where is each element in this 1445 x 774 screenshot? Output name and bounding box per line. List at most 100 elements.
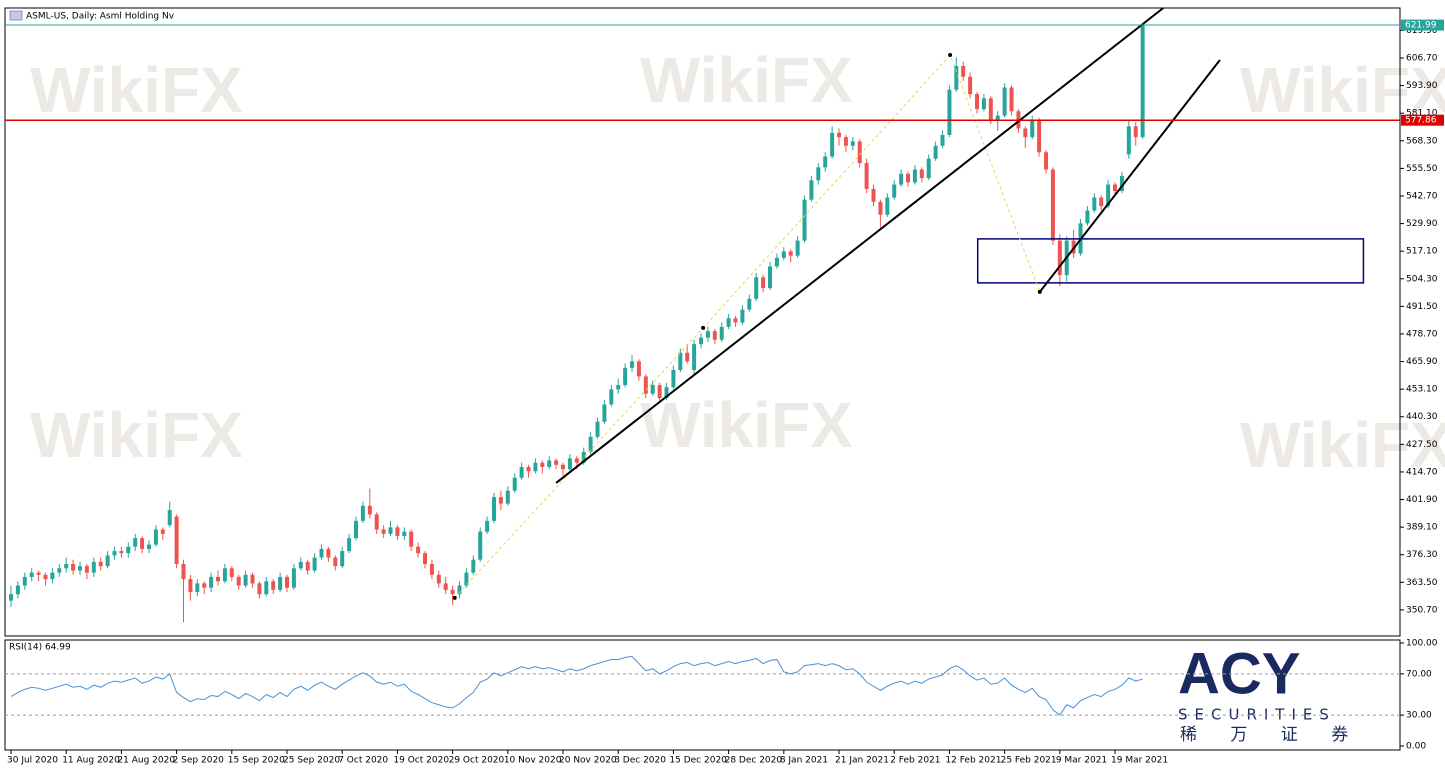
- candle-body: [547, 460, 552, 467]
- candle-body: [374, 514, 379, 530]
- x-tick-label: 7 Oct 2020: [338, 756, 388, 766]
- candle-body: [478, 531, 483, 560]
- candle-body: [947, 89, 952, 135]
- candle-body: [864, 163, 869, 189]
- candle-body: [271, 581, 276, 590]
- candle-body: [278, 576, 283, 590]
- candle-body: [664, 387, 669, 398]
- y-tick-label: 465.90: [1406, 357, 1438, 367]
- candle-body: [857, 141, 862, 164]
- candle-body: [64, 563, 69, 569]
- candle-body: [961, 65, 966, 77]
- main-pane: [4, 7, 1401, 637]
- candle-body: [1050, 169, 1055, 241]
- candle-body: [630, 361, 635, 368]
- candle-body: [29, 572, 34, 577]
- candle-body: [22, 576, 27, 586]
- x-tick-label: 21 Jan 2021: [835, 756, 889, 766]
- rsi-pane: [4, 639, 1401, 751]
- x-tick-label: 2 Sep 2020: [173, 756, 225, 766]
- candle-body: [554, 460, 559, 465]
- candle-body: [512, 477, 517, 491]
- x-tick-label: 25 Sep 2020: [283, 756, 340, 766]
- candle-body: [312, 557, 317, 571]
- candle-body: [740, 309, 745, 323]
- candle-body: [126, 546, 131, 554]
- candle-body: [340, 551, 345, 567]
- candle-body: [1099, 197, 1104, 207]
- candle-body: [692, 344, 697, 370]
- candle-body: [174, 516, 179, 564]
- candle-body: [919, 169, 924, 179]
- candle-body: [354, 520, 359, 539]
- rsi-tick-label: 70.00: [1406, 669, 1432, 679]
- y-tick-label: 389.10: [1406, 523, 1438, 533]
- candle-body: [457, 585, 462, 595]
- x-tick-label: 19 Oct 2020: [393, 756, 449, 766]
- candle-body: [816, 167, 821, 181]
- candle-body: [409, 531, 414, 547]
- candle-body: [298, 561, 303, 569]
- candle-body: [981, 98, 986, 110]
- candle-body: [657, 385, 662, 398]
- candle-body: [264, 581, 269, 595]
- candle-body: [533, 462, 538, 472]
- candle-body: [326, 548, 331, 558]
- candle-body: [850, 141, 855, 146]
- candle-body: [257, 583, 262, 595]
- candle-body: [167, 510, 172, 526]
- candle-body: [119, 551, 124, 554]
- y-tick-label: 440.30: [1406, 412, 1438, 422]
- candle-body: [1133, 126, 1138, 138]
- candle-body: [381, 529, 386, 534]
- y-tick-label: 568.30: [1406, 136, 1438, 146]
- candle-body: [574, 458, 579, 463]
- rsi-tick-label: 0.00: [1406, 741, 1426, 751]
- rsi-tick-label: 30.00: [1406, 711, 1432, 721]
- candle-body: [43, 574, 48, 580]
- zigzag-point: [948, 52, 953, 57]
- trendline: [555, 8, 1164, 484]
- x-tick-label: 29 Oct 2020: [449, 756, 505, 766]
- watermark: WikiFX: [1240, 409, 1445, 481]
- x-tick-label: 28 Dec 2020: [725, 756, 783, 766]
- candle-body: [105, 555, 110, 567]
- rsi-title: RSI(14) 64.99: [9, 643, 71, 653]
- candle-body: [733, 318, 738, 323]
- candle-body: [726, 318, 731, 327]
- candle-body: [436, 574, 441, 584]
- candle-body: [188, 579, 193, 593]
- candle-body: [485, 520, 490, 532]
- y-tick-label: 376.30: [1406, 550, 1438, 560]
- candle-body: [1085, 210, 1090, 224]
- candle-body: [823, 156, 828, 168]
- candle-body: [250, 574, 255, 584]
- candle-body: [906, 173, 911, 183]
- candle-body: [1009, 87, 1014, 112]
- candle-body: [567, 458, 572, 470]
- chart-header: ASML-US, Daily: Asml Holding Nv: [26, 12, 175, 22]
- y-tick-label: 363.50: [1406, 578, 1438, 588]
- candle-body: [588, 436, 593, 452]
- candle-body: [291, 568, 296, 588]
- candle-body: [1057, 240, 1062, 276]
- logo-name: ACY: [1178, 641, 1300, 706]
- x-tick-label: 8 Jan 2021: [780, 756, 828, 766]
- x-tick-label: 3 Dec 2020: [614, 756, 666, 766]
- candle-body: [181, 563, 186, 580]
- x-tick-label: 10 Nov 2020: [504, 756, 562, 766]
- candle-body: [98, 561, 103, 567]
- candle-body: [195, 583, 200, 593]
- y-tick-label: 529.90: [1406, 219, 1438, 229]
- candle-body: [609, 389, 614, 405]
- y-tick-label: 453.10: [1406, 385, 1438, 395]
- y-tick-label: 517.10: [1406, 247, 1438, 257]
- x-tick-label: 20 Nov 2020: [559, 756, 617, 766]
- candle-body: [940, 134, 945, 146]
- watermark: WikiFX: [640, 44, 853, 116]
- candle-body: [160, 529, 165, 534]
- zigzag-point: [452, 595, 457, 600]
- candle-body: [719, 326, 724, 340]
- watermark: WikiFX: [30, 399, 243, 471]
